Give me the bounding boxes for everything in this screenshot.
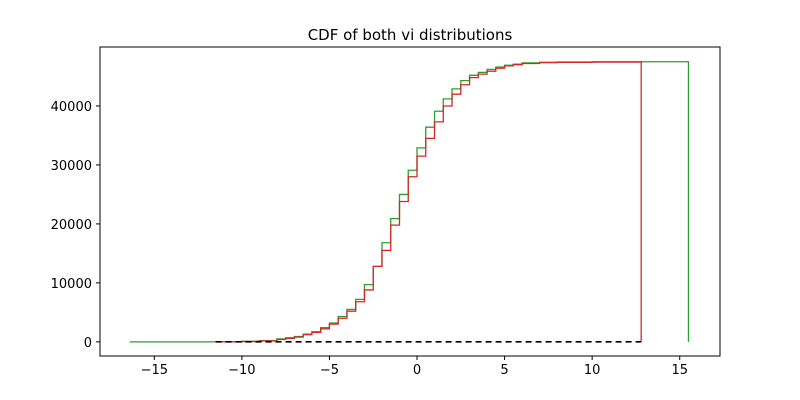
series-line-2 <box>215 61 642 343</box>
x-tick-label: −15 <box>141 363 168 378</box>
y-tick-label: 20000 <box>51 218 92 233</box>
series-layer <box>129 61 690 343</box>
y-tick-label: 10000 <box>51 277 92 292</box>
x-tick-label: 0 <box>413 363 421 378</box>
y-axis-ticks: 0 10000 20000 30000 40000 <box>51 100 100 351</box>
y-tick-label: 30000 <box>51 159 92 174</box>
x-tick-label: −5 <box>320 363 339 378</box>
x-axis-ticks: −15 −10 −5 0 5 10 15 <box>141 356 688 378</box>
x-tick-label: −10 <box>228 363 255 378</box>
x-tick-label: 5 <box>500 363 508 378</box>
chart-title: CDF of both vi distributions <box>308 26 513 44</box>
x-tick-label: 15 <box>671 363 688 378</box>
x-tick-label: 10 <box>584 363 601 378</box>
y-tick-label: 40000 <box>51 100 92 115</box>
y-tick-label: 0 <box>84 336 92 351</box>
plot-frame <box>99 46 721 357</box>
